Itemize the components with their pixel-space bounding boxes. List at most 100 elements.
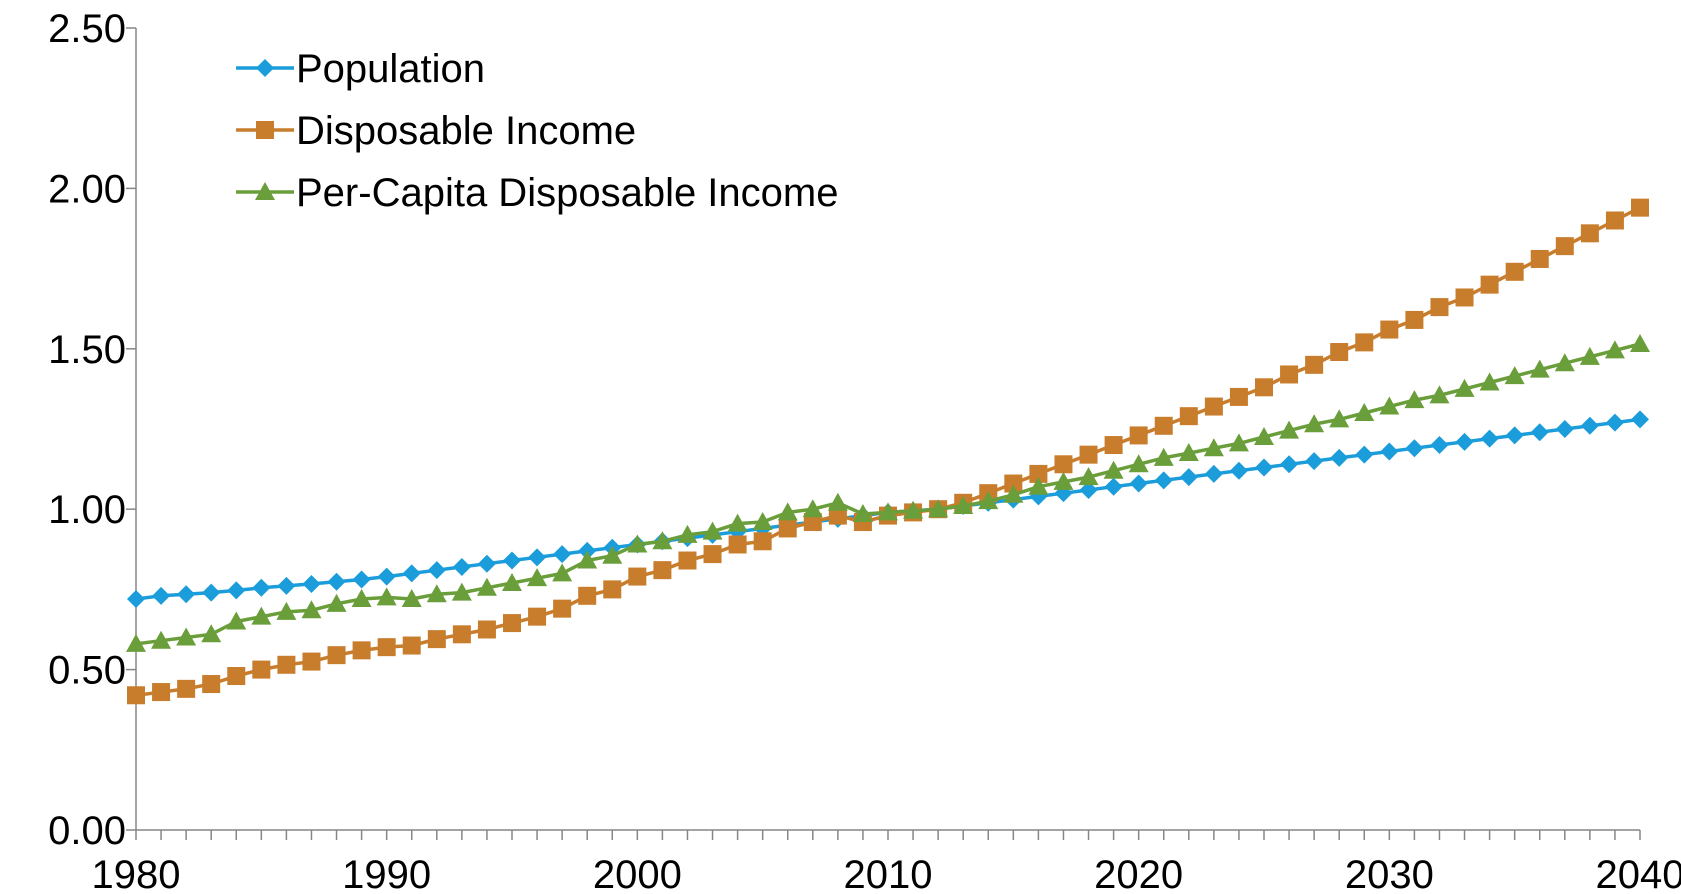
data-point	[1504, 366, 1525, 385]
data-point	[1255, 458, 1273, 477]
data-point	[1455, 432, 1474, 451]
data-point	[327, 646, 346, 665]
x-tick-label: 2030	[1345, 853, 1434, 894]
data-point	[1530, 249, 1549, 268]
data-point	[352, 641, 371, 660]
data-point	[1380, 442, 1399, 461]
data-point	[202, 583, 221, 602]
data-point	[627, 534, 648, 553]
data-point	[1579, 346, 1600, 365]
data-point	[177, 585, 196, 604]
data-point	[302, 652, 321, 671]
legend-item: Disposable Income	[236, 109, 636, 153]
data-point	[377, 638, 396, 657]
axes: 0.00 0.50 1.00 1.50 2.00 2.50 1980 1990 2000 2010…	[48, 7, 1681, 894]
data-point	[1128, 454, 1149, 473]
x-tick-label: 2010	[844, 853, 933, 894]
data-point	[503, 551, 521, 570]
data-point	[451, 582, 472, 601]
data-point	[302, 574, 321, 593]
data-point	[1029, 464, 1048, 483]
series-per-capita-disposable-income	[126, 333, 1650, 652]
data-point	[1078, 467, 1099, 486]
legend-marker	[255, 182, 275, 200]
data-point	[827, 492, 848, 511]
data-point	[677, 524, 698, 543]
data-point	[852, 504, 873, 523]
data-point	[527, 568, 548, 587]
data-point	[903, 500, 924, 519]
data-point	[1631, 198, 1649, 217]
data-point	[1405, 439, 1424, 458]
data-point	[126, 633, 146, 652]
legend: Population Disposable Income Per-Capita Di…	[236, 47, 838, 215]
data-point	[427, 630, 446, 649]
data-point	[1305, 355, 1324, 374]
data-point	[1580, 416, 1599, 435]
data-point	[1630, 333, 1650, 352]
data-point	[577, 550, 598, 569]
data-point	[351, 589, 372, 608]
legend-item: Per-Capita Disposable Income	[236, 171, 838, 215]
data-point	[1129, 474, 1148, 493]
data-point	[376, 587, 397, 606]
x-tick-label: 1990	[342, 853, 431, 894]
data-point	[1280, 365, 1299, 384]
data-point	[678, 551, 697, 570]
data-point	[1479, 372, 1500, 391]
data-point	[1429, 385, 1450, 404]
data-point	[1554, 353, 1575, 372]
data-point	[1430, 436, 1449, 455]
y-tick-label: 1.00	[48, 488, 126, 532]
data-point	[1103, 460, 1124, 479]
data-point	[1054, 455, 1073, 474]
data-point	[753, 532, 772, 551]
data-point	[1555, 237, 1574, 256]
data-point	[878, 502, 898, 521]
data-point	[1480, 429, 1499, 448]
data-point	[1305, 452, 1324, 471]
data-point	[553, 599, 572, 618]
data-point	[1204, 464, 1223, 483]
data-point	[427, 561, 446, 580]
data-point	[752, 512, 773, 531]
data-point	[1229, 387, 1248, 406]
legend-label: Disposable Income	[296, 109, 636, 153]
data-point	[1154, 416, 1173, 435]
data-point	[1153, 447, 1174, 466]
data-point	[1304, 414, 1325, 433]
data-point	[426, 584, 447, 603]
data-point	[727, 513, 748, 532]
data-point	[1178, 443, 1199, 462]
data-point	[227, 581, 246, 600]
data-point	[227, 667, 246, 686]
data-point	[1254, 427, 1274, 446]
data-point	[1079, 480, 1098, 499]
data-point	[702, 521, 723, 540]
data-point	[978, 491, 999, 510]
data-point	[528, 607, 547, 626]
data-point	[452, 557, 471, 576]
y-tick-label: 2.00	[48, 167, 126, 211]
series-group	[126, 198, 1650, 705]
y-tick-label: 0.00	[48, 809, 126, 853]
data-point	[1204, 397, 1223, 416]
y-tick-label: 1.50	[48, 328, 126, 372]
data-point	[252, 578, 271, 597]
legend-marker	[256, 121, 274, 139]
data-point	[301, 600, 322, 619]
data-point	[1454, 378, 1475, 397]
y-tick-label: 2.50	[48, 7, 126, 51]
data-point	[1405, 310, 1424, 329]
data-point	[377, 567, 396, 586]
data-point	[1529, 359, 1550, 378]
data-point	[553, 545, 572, 564]
data-point	[277, 655, 296, 674]
data-point	[1379, 396, 1400, 415]
data-point	[1505, 262, 1524, 281]
data-point	[803, 513, 822, 532]
data-point	[1229, 461, 1248, 480]
data-point	[928, 499, 949, 518]
data-point	[277, 576, 296, 595]
data-point	[728, 535, 747, 554]
